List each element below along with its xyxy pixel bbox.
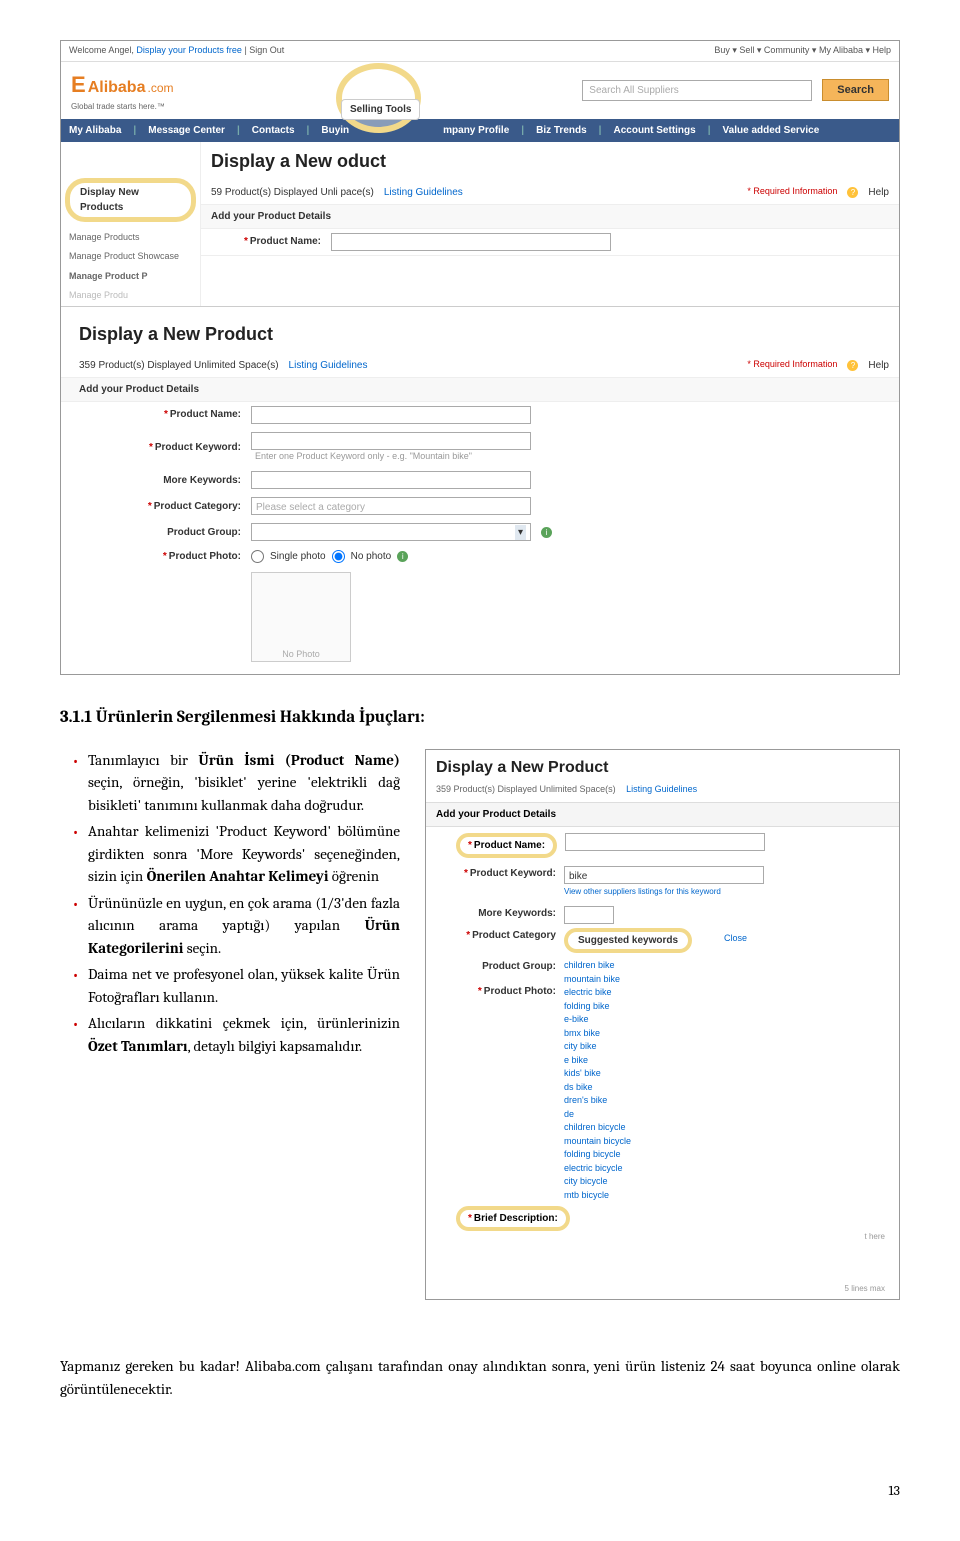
name-input-2[interactable] (565, 833, 765, 851)
info-icon[interactable]: i (541, 527, 552, 538)
suggested-keyword-item[interactable]: mtb bicycle (564, 1189, 631, 1203)
bullet-item: Alıcıların dikkatini çekmek için, ürünle… (60, 1012, 400, 1057)
help-icon[interactable]: ? (847, 187, 858, 198)
suggested-keyword-item[interactable]: electric bicycle (564, 1162, 631, 1176)
suggested-keyword-item[interactable]: de (564, 1108, 631, 1122)
name-input[interactable] (251, 406, 531, 424)
top-menu[interactable]: Buy ▾ Sell ▾ Community ▾ My Alibaba ▾ He… (714, 44, 891, 58)
sidebar-showcase[interactable]: Manage Product Showcase (61, 247, 200, 267)
bullet-item: Daima net ve profesyonel olan, yüksek ka… (60, 963, 400, 1008)
suggested-keyword-item[interactable]: bmx bike (564, 1027, 631, 1041)
screenshot-right: Display a New Product 359 Product(s) Dis… (425, 749, 900, 1301)
suggested-keyword-item[interactable]: e-bike (564, 1013, 631, 1027)
add-details-heading: Add your Product Details (201, 205, 899, 229)
keyword-input[interactable] (251, 432, 531, 450)
display-new-products-tab[interactable]: Display New Products (65, 178, 196, 222)
suggested-keyword-item[interactable]: city bike (564, 1040, 631, 1054)
circle-highlight (336, 63, 421, 133)
section-heading: 3.1.1 Ürünlerin Sergilenmesi Hakkında İp… (60, 705, 900, 731)
search-input[interactable]: Search All Suppliers (582, 80, 812, 101)
suggested-keyword-item[interactable]: folding bicycle (564, 1148, 631, 1162)
search-button[interactable]: Search (822, 79, 889, 102)
heading-2: Display a New Product (61, 315, 899, 354)
suggested-keyword-item[interactable]: kids' bike (564, 1067, 631, 1081)
sidebar-manage-products[interactable]: Manage Products (61, 228, 200, 248)
suggested-keyword-item[interactable]: mountain bicycle (564, 1135, 631, 1149)
suggested-keyword-item[interactable]: electric bike (564, 986, 631, 1000)
main-navbar[interactable]: My Alibaba| Message Center| Contacts| Bu… (61, 119, 899, 142)
alibaba-logo: E Alibaba .com (71, 68, 174, 101)
selling-tools-tab[interactable]: Selling Tools (341, 99, 420, 120)
suggested-keyword-item[interactable]: dren's bike (564, 1094, 631, 1108)
suggested-keyword-item[interactable]: ds bike (564, 1081, 631, 1095)
page-heading: Display a New oduct (201, 142, 899, 181)
no-photo-radio[interactable] (332, 550, 345, 563)
closing-paragraph: Yapmanız gereken bu kadar! Alibaba.com ç… (60, 1355, 900, 1400)
bullet-item: Anahtar kelimenizi 'Product Keyword' böl… (60, 820, 400, 888)
product-name-highlight: *Product Name: (456, 833, 557, 858)
welcome-text: Welcome Angel, (69, 45, 134, 55)
tagline: Global trade starts here.™ (71, 101, 174, 113)
suggested-keyword-item[interactable]: e bike (564, 1054, 631, 1068)
suggested-keyword-item[interactable]: children bike (564, 959, 631, 973)
bullet-list: Tanımlayıcı bir Ürün İsmi (Product Name)… (60, 749, 400, 1062)
top-bar: Welcome Angel, Display your Products fre… (61, 41, 899, 62)
display-free-link[interactable]: Display your Products free (136, 45, 242, 55)
listing-guidelines[interactable]: Listing Guidelines (384, 185, 463, 200)
suggested-keywords-highlight: Suggested keywords (564, 928, 692, 953)
photo-placeholder: No Photo (251, 572, 351, 662)
category-select[interactable]: Please select a category (251, 497, 531, 515)
page-number: 13 (60, 1480, 900, 1501)
more-keywords-input[interactable] (251, 471, 531, 489)
signout-link[interactable]: | Sign Out (244, 45, 284, 55)
sidebar-produ[interactable]: Manage Produ (61, 286, 200, 306)
bullet-item: Tanımlayıcı bir Ürün İsmi (Product Name)… (60, 749, 400, 817)
bullet-item: Ürününüzle en uygun, en çok arama (1/3'd… (60, 892, 400, 960)
screenshot-top: Welcome Angel, Display your Products fre… (60, 40, 900, 675)
product-name-input[interactable] (331, 233, 611, 251)
suggested-keyword-item[interactable]: mountain bike (564, 973, 631, 987)
suggested-keyword-item[interactable]: folding bike (564, 1000, 631, 1014)
group-select[interactable]: ▾ (251, 523, 531, 541)
suggested-keyword-item[interactable]: children bicycle (564, 1121, 631, 1135)
keyword-input-2[interactable]: bike (564, 866, 764, 884)
suggested-keyword-item[interactable]: city bicycle (564, 1175, 631, 1189)
sidebar-product-p[interactable]: Manage Product P (61, 267, 200, 287)
brief-description-highlight: *Brief Description: (456, 1206, 570, 1231)
single-photo-radio[interactable] (251, 550, 264, 563)
